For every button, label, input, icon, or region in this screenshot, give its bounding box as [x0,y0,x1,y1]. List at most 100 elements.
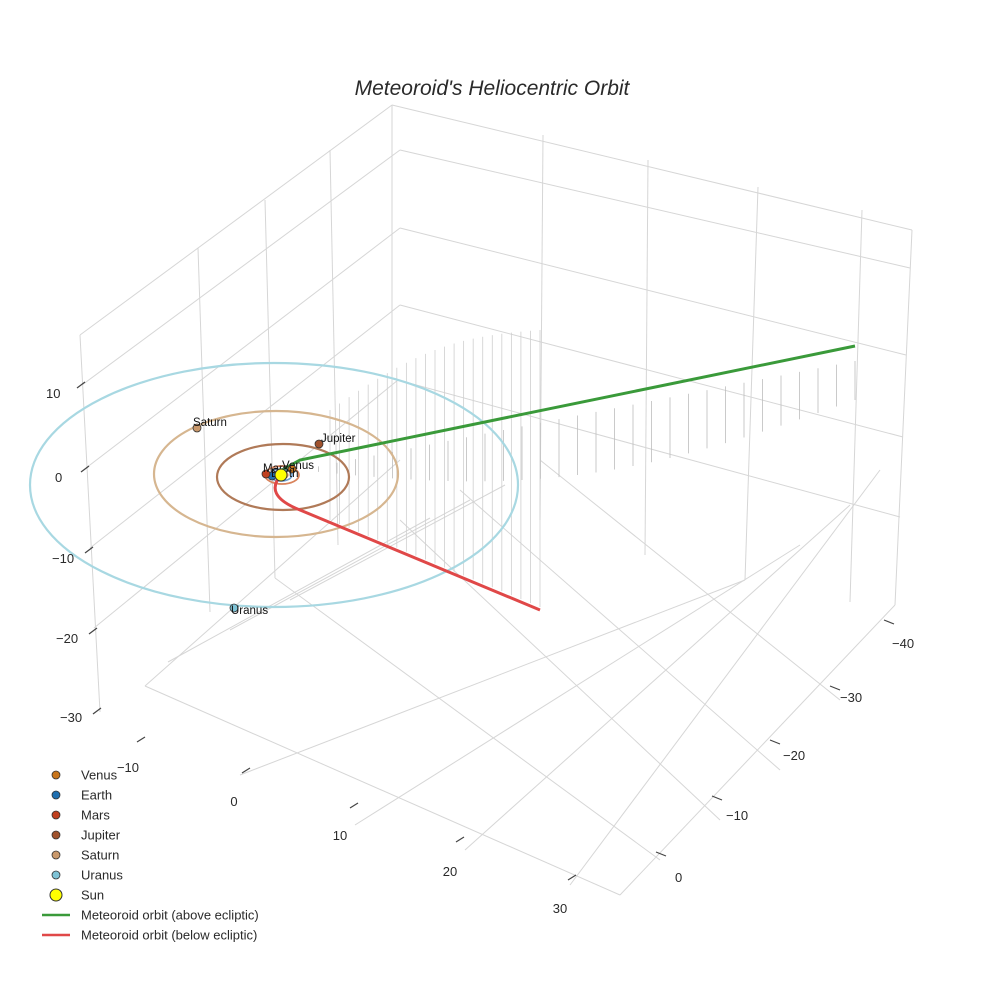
gridlines [79,104,913,896]
floor-gridline [569,469,881,886]
floor-gridline [229,499,471,631]
legend-marker [51,770,61,780]
back-wall-gridline [644,159,649,556]
left-wall-top [79,104,393,336]
z-tick-label: −10 [52,551,74,566]
y-tick-label: −30 [840,690,862,705]
z-tick-label: −30 [60,710,82,725]
z-tick [84,546,94,554]
legend-item-jupiter[interactable]: Jupiter [51,828,121,843]
left-wall-gridline [89,304,401,549]
x-tick-label: −10 [117,760,139,775]
x-tick-label: 20 [443,864,457,879]
saturn-marker [192,423,202,433]
back-wall-gridline [744,186,759,581]
x-tick [455,836,465,843]
legend-marker [51,850,61,860]
x-tick [567,874,577,881]
left-wall-gridline [264,199,276,579]
legend-marker [49,888,63,902]
legend-item-meteoroid-orbit-above-ecliptic-[interactable]: Meteoroid orbit (above ecliptic) [42,908,259,923]
x-tick [349,802,359,809]
y-tick [655,851,667,857]
floor-gridline [289,484,506,601]
back-wall-gridline [399,304,904,438]
legend-item-meteoroid-orbit-below-ecliptic-[interactable]: Meteoroid orbit (below ecliptic) [42,928,257,943]
back-wall-gridline [849,209,863,603]
mars-marker [261,469,271,479]
meteoroid-orbit-below [273,472,541,612]
legend-label: Uranus [81,868,123,883]
saturn-label: Saturn [193,417,227,429]
z-tick [92,707,102,715]
jupiter-orbit [215,442,351,512]
back-wall-gridline [399,149,911,269]
jupiter-label: Jupiter [321,433,356,445]
legend-item-uranus[interactable]: Uranus [51,868,123,883]
back-wall-gridline [397,379,901,518]
z-tick [88,627,98,635]
legend-label: Meteoroid orbit (below ecliptic) [81,928,257,943]
floor-gridline [274,577,661,861]
back-wall-top [391,104,913,231]
y-tick-label: −10 [726,808,748,823]
y-tick-label: 0 [675,870,682,885]
legend-item-venus[interactable]: Venus [51,768,118,783]
z-tick [80,465,90,473]
jupiter-marker [314,439,324,449]
x-tick-label: 0 [230,794,237,809]
meteoroid-orbit-above [281,344,856,472]
legend-item-saturn[interactable]: Saturn [51,848,119,863]
floor-gridline [167,517,431,663]
z-tick-label: −20 [56,631,78,646]
left-wall-gridline [329,149,339,546]
meteoroid-trajectory [273,344,856,612]
left-wall-left [79,334,101,713]
legend-item-mars[interactable]: Mars [51,808,110,823]
uranus-label: Uranus [231,605,268,617]
z-tick [76,381,86,389]
legend[interactable]: Venus Earth Mars Jupiter Saturn Uranus Sun Mete… [42,768,259,943]
x-tick [136,736,146,743]
chart-title: Meteoroid's Heliocentric Orbit [355,77,631,100]
y-tick [711,795,723,801]
legend-item-sun[interactable]: Sun [49,888,104,903]
legend-marker [51,870,61,880]
floor-edge-front [144,685,621,896]
x-tick [241,767,251,774]
legend-label: Jupiter [81,828,121,843]
legend-item-earth[interactable]: Earth [51,788,112,803]
y-tick [883,619,895,625]
sun-marker [274,468,288,482]
legend-label: Sun [81,888,104,903]
droplines [318,330,856,607]
legend-label: Saturn [81,848,119,863]
floor-gridline [239,579,746,776]
venus-marker [287,464,297,474]
legend-label: Venus [81,768,118,783]
uranus-orbit [28,361,520,609]
back-wall-gridline [399,227,907,356]
y-tick [829,685,841,691]
back-wall-right [894,229,913,606]
floor-edge-left [144,459,401,687]
uranus-marker [229,603,239,613]
y-tick [769,739,781,745]
z-tick-label: 0 [55,470,62,485]
saturn-orbit [152,409,400,539]
legend-label: Meteoroid orbit (above ecliptic) [81,908,259,923]
venus-label: Venus [282,460,314,472]
legend-marker [51,790,61,800]
y-tick-label: −20 [783,748,805,763]
floor-gridline [464,504,851,851]
x-tick-label: 30 [553,901,567,916]
legend-marker [51,830,61,840]
legend-label: Mars [81,808,110,823]
floor-gridline [354,544,801,826]
floor-gridline [399,519,721,821]
left-wall-gridline [197,247,211,613]
left-wall-gridline [81,149,401,386]
x-tick-label: 10 [333,828,347,843]
